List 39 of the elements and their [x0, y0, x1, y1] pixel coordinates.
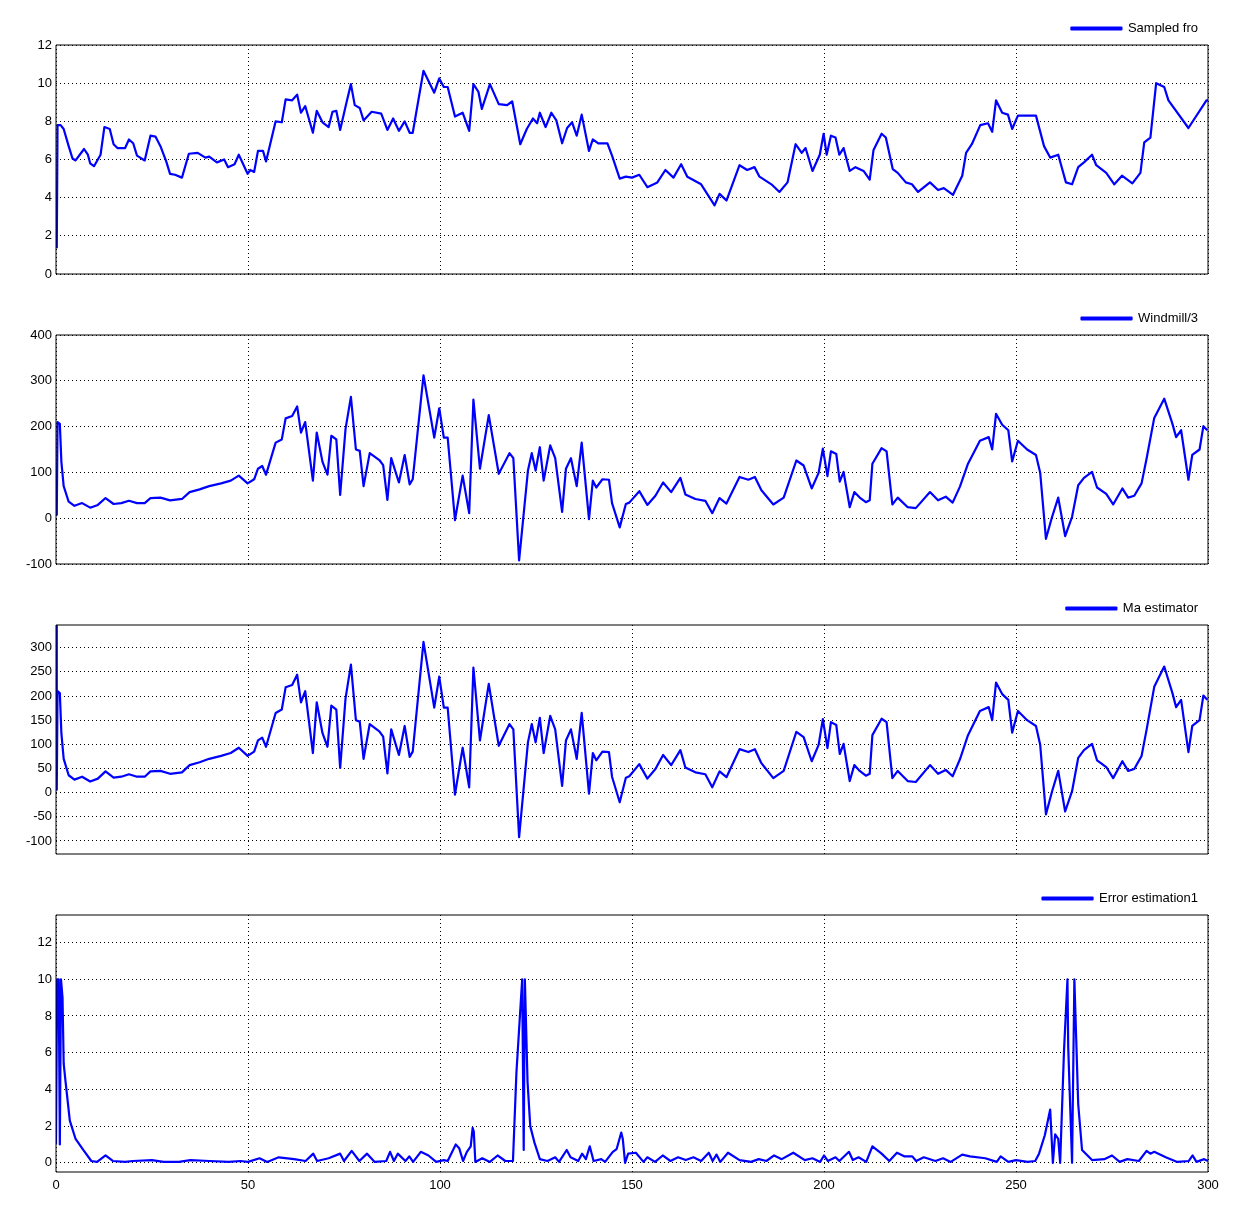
x-tick-label: 300: [1197, 1177, 1219, 1193]
y-tick-label: 6: [44, 1044, 52, 1060]
y-tick-label: 0: [44, 509, 52, 525]
y-tick-label: 10: [37, 970, 52, 986]
y-tick-label: 4: [44, 189, 52, 205]
y-tick-label: 200: [30, 418, 52, 434]
y-tick-label: 300: [30, 639, 52, 655]
y-tick-label: 150: [30, 711, 52, 727]
legend-label: Error estimation1: [1099, 890, 1199, 906]
x-tick-label: 100: [429, 1177, 451, 1193]
legend-label: Windmill/3: [1138, 310, 1199, 326]
y-tick-label: 12: [37, 934, 52, 950]
x-tick-label: 150: [621, 1177, 643, 1193]
y-tick-label: 100: [30, 463, 52, 479]
x-tick-label: 200: [813, 1177, 835, 1193]
y-tick-label: -50: [33, 808, 52, 824]
y-tick-label: 2: [44, 227, 52, 243]
y-tick-label: 0: [44, 784, 52, 800]
x-tick-label: 250: [1005, 1177, 1027, 1193]
y-tick-label: 2: [44, 1117, 52, 1133]
y-tick-label: 250: [30, 663, 52, 679]
y-tick-label: 10: [37, 74, 52, 90]
y-tick-label: 8: [44, 112, 52, 128]
y-tick-label: 200: [30, 687, 52, 703]
x-tick-label: 50: [240, 1177, 256, 1193]
y-tick-label: 400: [30, 326, 52, 342]
y-tick-label: 0: [44, 265, 52, 281]
y-tick-label: 300: [30, 372, 52, 388]
y-tick-label: 50: [37, 760, 52, 776]
legend-label: Ma estimator: [1122, 600, 1199, 616]
y-tick-label: 12: [37, 36, 52, 52]
y-tick-label: 4: [44, 1080, 52, 1096]
y-tick-label: 0: [44, 1154, 52, 1170]
y-tick-label: -100: [25, 832, 52, 848]
y-tick-label: 8: [44, 1007, 52, 1023]
y-tick-label: 100: [30, 735, 52, 751]
legend-label: Sampled fro: [1127, 20, 1198, 36]
y-tick-label: -100: [25, 555, 52, 571]
y-tick-label: 6: [44, 151, 52, 167]
